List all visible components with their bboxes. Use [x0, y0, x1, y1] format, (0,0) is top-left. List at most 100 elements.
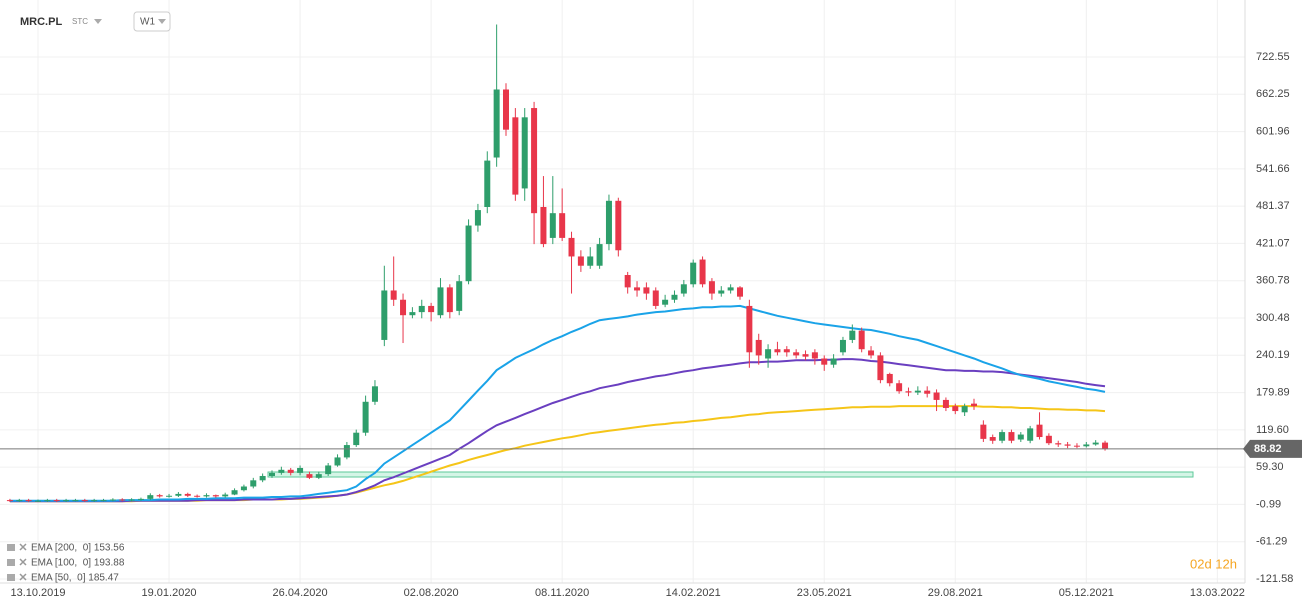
candle-body — [194, 495, 201, 497]
symbol[interactable]: MRC.PL — [20, 16, 62, 28]
legend-close — [19, 558, 27, 566]
candle-body — [961, 406, 968, 413]
candle-body — [737, 287, 743, 297]
candle-body — [156, 495, 163, 497]
candle-body — [765, 349, 772, 359]
candle-body — [184, 493, 191, 496]
candle-body — [718, 290, 725, 294]
y-tick-label: -61.29 — [1256, 536, 1287, 548]
candle-body — [783, 349, 790, 353]
candle-body — [971, 403, 977, 407]
candle-body — [81, 500, 88, 502]
candle-body — [306, 474, 313, 478]
candle-body — [774, 349, 781, 353]
candle-body — [315, 474, 322, 478]
candle-body — [400, 299, 407, 316]
candle-body — [952, 406, 959, 412]
candles — [6, 24, 1109, 502]
support-zone — [267, 471, 1194, 478]
candle-body — [811, 352, 818, 359]
candle-body — [914, 390, 921, 393]
candle-body — [6, 500, 13, 502]
candle-body — [849, 330, 856, 340]
y-tick-label: -0.99 — [1256, 498, 1281, 510]
legend-icon — [7, 559, 15, 566]
y-tick-label: 481.37 — [1256, 200, 1290, 212]
y-tick-label: -121.58 — [1256, 573, 1293, 585]
candle-body — [147, 495, 154, 499]
candle-body — [1036, 424, 1043, 438]
candle-body — [746, 305, 753, 353]
candle-body — [643, 287, 650, 294]
candle-body — [652, 290, 659, 306]
candle-body — [1083, 444, 1090, 447]
ema-line — [9, 358, 1106, 503]
candle-body — [240, 486, 247, 491]
candle-body — [278, 469, 285, 473]
y-tick-label: 421.07 — [1256, 237, 1290, 249]
interval[interactable]: W1 — [140, 17, 155, 28]
candle-body — [53, 500, 60, 502]
candle-body — [989, 437, 996, 441]
legend-label: EMA [200, 0] 153.56 — [31, 543, 125, 554]
candle-body — [63, 500, 70, 502]
candle-body — [1102, 442, 1109, 449]
legend-label: EMA [50, 0] 185.47 — [31, 573, 119, 584]
legend-close — [19, 573, 27, 581]
last-price-tag — [1243, 439, 1302, 458]
dropdown-arrow[interactable] — [158, 19, 166, 24]
candle-body — [596, 244, 603, 266]
candle-body — [91, 500, 98, 502]
candle-body — [708, 281, 715, 294]
interval-box[interactable] — [133, 11, 171, 32]
dropdown-arrow[interactable] — [94, 19, 102, 24]
candle-body — [793, 352, 800, 356]
candle-body — [577, 256, 584, 266]
market: STC — [72, 17, 88, 26]
x-tick-label: 14.02.2021 — [666, 587, 721, 599]
candle-body — [231, 490, 238, 495]
candle-body — [343, 445, 350, 458]
x-tick-label: 02.08.2020 — [404, 587, 459, 599]
x-tick-label: 19.01.2020 — [142, 587, 197, 599]
legend-icon — [7, 544, 15, 551]
candle-body — [250, 480, 257, 487]
candle-body — [839, 339, 846, 353]
candle-body — [615, 200, 622, 251]
candle-body — [137, 498, 144, 500]
candle-body — [690, 262, 697, 285]
candle-body — [1008, 432, 1015, 441]
y-tick-label: 601.96 — [1256, 125, 1290, 137]
candle-body — [605, 200, 612, 245]
candle-body — [680, 284, 687, 294]
candle-body — [175, 493, 182, 496]
y-tick-label: 59.30 — [1256, 461, 1284, 473]
legend-close — [19, 543, 27, 551]
candle-body — [699, 259, 706, 285]
legend-label: EMA [100, 0] 193.88 — [31, 558, 125, 569]
candle-body — [886, 373, 893, 384]
candle-body — [1017, 434, 1024, 440]
candle-body — [203, 495, 210, 497]
candle-body — [830, 358, 837, 365]
candle-body — [222, 494, 229, 497]
candle-body — [456, 281, 463, 311]
candle-body — [72, 500, 79, 502]
y-tick-label: 360.78 — [1256, 275, 1290, 287]
y-tick-label: 179.89 — [1256, 386, 1290, 398]
candle-body — [924, 390, 931, 394]
x-tick-label: 13.03.2022 — [1190, 587, 1245, 599]
x-tick-label: 05.12.2021 — [1059, 587, 1114, 599]
y-tick-label: 119.60 — [1256, 424, 1289, 436]
ema-lines — [9, 304, 1106, 503]
candle-body — [109, 499, 116, 501]
candle-body — [362, 401, 369, 433]
ema-line — [9, 405, 1106, 503]
x-tick-label: 26.04.2020 — [273, 587, 328, 599]
candle-body — [877, 355, 884, 381]
candle-body — [933, 392, 940, 400]
candle-body — [1027, 428, 1034, 441]
candle-body — [16, 500, 23, 502]
grid — [0, 0, 1245, 583]
